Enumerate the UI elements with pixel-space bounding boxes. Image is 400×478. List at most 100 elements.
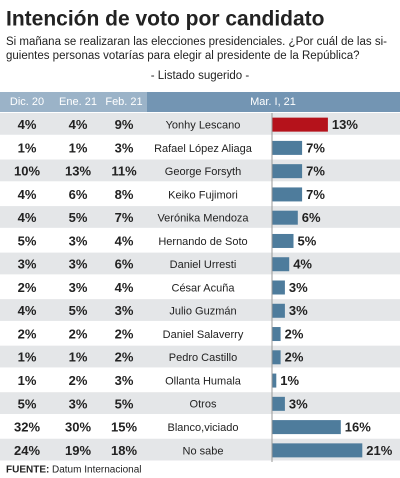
bar (272, 350, 281, 365)
row-bg (0, 299, 400, 321)
category-label: Ollanta Humala (165, 375, 242, 387)
column-header: Mar. I, 21 (250, 96, 296, 108)
table-cell: 19% (65, 443, 91, 458)
table-cell: 4% (18, 210, 37, 225)
column-header: Feb. 21 (105, 96, 142, 108)
value-label: 21% (366, 443, 392, 458)
table-cell: 18% (111, 443, 137, 458)
bar (272, 210, 298, 225)
category-label: Yonhy Lescano (166, 120, 241, 132)
header-bg (0, 92, 147, 112)
bar (272, 327, 281, 342)
bar (272, 420, 341, 435)
bar (272, 443, 363, 458)
category-label: Keiko Fujimori (168, 189, 238, 201)
table-cell: 24% (14, 443, 40, 458)
source-label: FUENTE: (6, 465, 49, 476)
table-cell: 7% (115, 210, 134, 225)
table-cell: 1% (69, 140, 88, 155)
bar (272, 303, 285, 318)
value-label: 7% (306, 140, 325, 155)
table-cell: 4% (69, 117, 88, 132)
table-cell: 6% (69, 187, 88, 202)
value-label: 3% (289, 303, 308, 318)
bar (272, 117, 328, 132)
row-bg (0, 275, 400, 298)
table-cell: 2% (69, 326, 88, 341)
row-bg (0, 206, 400, 228)
table-cell: 4% (18, 303, 37, 318)
value-label: 2% (285, 350, 304, 365)
header-bg (147, 92, 400, 112)
bar (272, 373, 277, 388)
bar (272, 140, 303, 155)
value-label: 4% (293, 257, 312, 272)
page-title: Intención de voto por candidato (6, 8, 325, 31)
value-label: 13% (332, 117, 358, 132)
table-cell: 2% (69, 373, 88, 388)
table-cell: 6% (115, 257, 134, 272)
category-label: Daniel Salaverry (163, 329, 244, 341)
table-cell: 4% (18, 117, 37, 132)
table-cell: 4% (115, 233, 134, 248)
table-cell: 3% (115, 140, 134, 155)
bar (272, 396, 285, 411)
table-cell: 3% (69, 280, 88, 295)
category-label: Hernando de Soto (158, 236, 247, 248)
table-cell: 9% (115, 117, 134, 132)
table-cell: 5% (18, 396, 37, 411)
value-label: 1% (280, 373, 299, 388)
bar (272, 187, 303, 202)
table-cell: 3% (18, 257, 37, 272)
value-label: 2% (285, 326, 304, 341)
table-cell: 32% (14, 420, 40, 435)
table-cell: 4% (18, 187, 37, 202)
category-label: No sabe (183, 445, 224, 457)
table-cell: 1% (69, 350, 88, 365)
category-label: Rafael López Aliaga (154, 143, 253, 155)
bar (272, 280, 285, 295)
column-header: Dic. 20 (10, 96, 44, 108)
table-cell: 10% (14, 164, 40, 179)
table-cell: 11% (111, 164, 137, 179)
value-label: 7% (306, 187, 325, 202)
table-cell: 15% (111, 420, 137, 435)
table-cell: 2% (18, 326, 37, 341)
value-label: 7% (306, 164, 325, 179)
category-label: Otros (190, 399, 217, 411)
row-bg (0, 345, 400, 368)
category-label: Verónika Mendoza (157, 213, 249, 225)
note: - Listado sugerido - (151, 70, 250, 82)
table-cell: 1% (18, 140, 37, 155)
column-header: Ene. 21 (59, 96, 97, 108)
value-label: 3% (289, 396, 308, 411)
table-cell: 3% (115, 303, 134, 318)
table-cell: 13% (65, 164, 91, 179)
row-bg (0, 229, 400, 252)
table-cell: 8% (115, 187, 134, 202)
row-bg (0, 368, 400, 391)
table-cell: 1% (18, 350, 37, 365)
source: Datum Internacional (52, 465, 142, 476)
value-label: 5% (298, 233, 317, 248)
bar (272, 257, 290, 272)
table-cell: 2% (115, 350, 134, 365)
category-label: César Acuña (172, 282, 236, 294)
value-label: 16% (345, 420, 371, 435)
table-cell: 3% (69, 233, 88, 248)
table-cell: 30% (65, 420, 91, 435)
table-cell: 4% (115, 280, 134, 295)
table-cell: 5% (18, 233, 37, 248)
category-label: Blanco,viciado (168, 422, 239, 434)
category-label: George Forsyth (165, 166, 241, 178)
table-cell: 5% (115, 396, 134, 411)
value-label: 3% (289, 280, 308, 295)
table-cell: 2% (18, 280, 37, 295)
subtitle: Si mañana se realizaran las elecciones p… (6, 36, 387, 48)
table-cell: 1% (18, 373, 37, 388)
table-cell: 3% (69, 257, 88, 272)
table-cell: 3% (69, 396, 88, 411)
category-label: Daniel Urresti (170, 259, 237, 271)
row-bg (0, 252, 400, 275)
category-label: Julio Guzmán (169, 306, 236, 318)
